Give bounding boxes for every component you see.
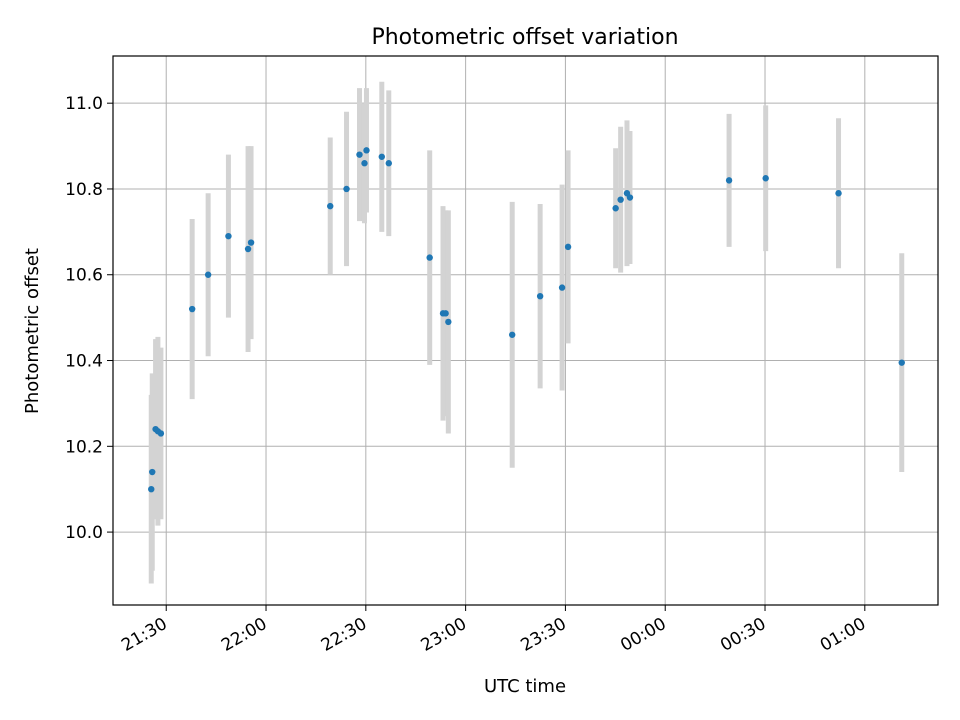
- y-tick-label: 10.6: [65, 266, 103, 286]
- data-point: [149, 468, 156, 476]
- y-tick-label: 11.0: [65, 94, 103, 114]
- data-point: [445, 318, 452, 326]
- y-axis: 10.0 10.2 10.4 10.6 10.8 11.0: [65, 94, 113, 543]
- data-point: [385, 160, 392, 167]
- x-tick-label: 22:30: [318, 614, 370, 656]
- data-point: [725, 177, 733, 184]
- y-tick-label: 10.2: [65, 437, 103, 457]
- plot-frame: [112, 55, 939, 606]
- x-tick-label: 23:00: [418, 614, 470, 656]
- x-tick-label: 01:00: [817, 614, 869, 656]
- data-point: [327, 202, 334, 210]
- chart-title: Photometric offset variation: [371, 25, 678, 50]
- data-point: [898, 359, 905, 366]
- x-axis-label: UTC time: [484, 676, 566, 697]
- data-point: [363, 147, 370, 154]
- x-tick-label: 00:00: [617, 614, 669, 656]
- data-point: [204, 271, 212, 278]
- data-point: [536, 292, 544, 300]
- data-point: [626, 194, 634, 201]
- x-tick-label: 22:00: [218, 614, 270, 656]
- y-tick-label: 10.4: [65, 352, 103, 372]
- data-point: [426, 254, 433, 261]
- data-point: [361, 160, 368, 167]
- data-point: [148, 485, 155, 493]
- data-point: [378, 153, 385, 160]
- data-point: [617, 196, 624, 203]
- data-point: [508, 331, 516, 338]
- data-point: [762, 175, 769, 182]
- data-point: [835, 190, 842, 197]
- data-points: [148, 147, 905, 493]
- y-axis-label: Photometric offset: [22, 248, 43, 414]
- data-point: [343, 185, 350, 193]
- data-point: [564, 243, 572, 251]
- data-point: [247, 239, 255, 246]
- x-tick-label: 21:30: [118, 614, 170, 656]
- y-tick-label: 10.0: [65, 523, 103, 543]
- data-point: [157, 430, 165, 437]
- data-point: [612, 205, 619, 212]
- data-point: [356, 151, 363, 158]
- data-point: [244, 245, 252, 253]
- grid: [113, 56, 938, 605]
- data-point: [442, 310, 449, 317]
- data-point: [188, 305, 196, 313]
- y-tick-label: 10.8: [65, 180, 103, 200]
- x-tick-label: 00:30: [717, 614, 769, 656]
- data-point: [558, 284, 566, 291]
- data-point: [225, 232, 232, 240]
- x-axis: 21:30 22:00 22:30 23:00 23:30 00:00 00:30 01:00: [118, 605, 869, 656]
- x-tick-label: 23:30: [517, 614, 569, 656]
- error-bars: [148, 81, 905, 584]
